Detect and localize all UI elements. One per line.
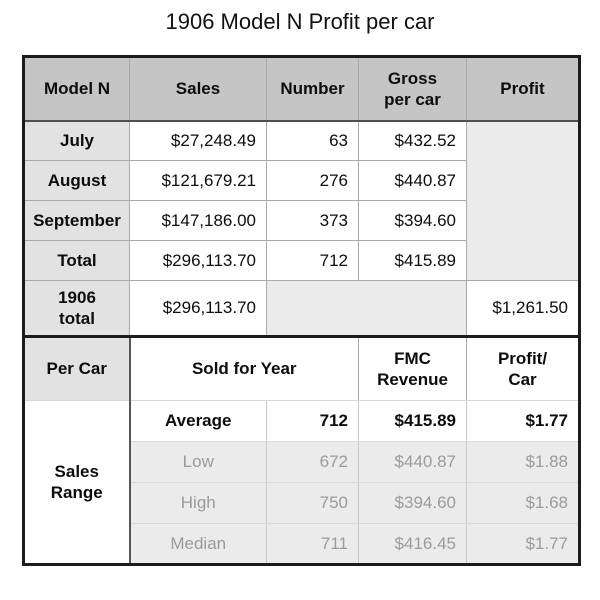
cell-september-sales: $147,186.00 (129, 200, 267, 241)
row-average: Sales Range Average 712 $415.89 $1.77 (23, 400, 580, 565)
row-label-1906-total: 1906 total (23, 280, 130, 338)
row-total: Total $296,113.70 712 $415.89 (23, 240, 580, 281)
row-label-august: August (23, 160, 130, 201)
col-header-profit-car: Profit/ Car (466, 335, 580, 401)
cell-low-fmc: $440.87 (358, 441, 467, 483)
col-header-sold-for-year: Sold for Year (129, 335, 359, 401)
page-title: 1906 Model N Profit per car (165, 9, 435, 34)
row-median: Median 711 $416.45 $1.77 (24, 523, 580, 565)
cell-high-sold: 750 (266, 482, 359, 524)
cell-average-profit: $1.77 (466, 400, 580, 442)
profit-table: Model N Sales Number Gross per car Profi… (22, 55, 581, 566)
row-label-average: Average (129, 400, 267, 442)
cell-average-sold: 712 (266, 400, 359, 442)
col-header-model-n: Model N (23, 56, 130, 122)
row-august: August $121,679.21 276 $440.87 (23, 160, 580, 201)
cell-total-number: 712 (266, 240, 359, 281)
col-header-fmc-revenue: FMC Revenue (358, 335, 467, 401)
cell-july-number: 63 (266, 120, 359, 161)
cell-median-fmc: $416.45 (358, 523, 467, 565)
row-september: September $147,186.00 373 $394.60 (23, 200, 580, 241)
cell-august-gross: $440.87 (358, 160, 467, 201)
row-high: High 750 $394.60 $1.68 (24, 482, 580, 524)
row-july: July $27,248.49 63 $432.52 (23, 120, 580, 281)
row-label-september: September (23, 200, 130, 241)
cell-july-gross: $432.52 (358, 120, 467, 161)
cell-high-fmc: $394.60 (358, 482, 467, 524)
monthly-header-row: Model N Sales Number Gross per car Profi… (23, 56, 580, 122)
per-car-header-row: Per Car Sold for Year FMC Revenue Profit… (23, 335, 580, 401)
col-header-number: Number (266, 56, 359, 122)
cell-sales-range-label: Sales Range (23, 400, 131, 565)
row-label-total: Total (23, 240, 130, 281)
cell-july-sales: $27,248.49 (129, 120, 267, 161)
cell-high-profit: $1.68 (466, 482, 580, 524)
col-header-per-car: Per Car (23, 335, 131, 401)
row-label-median: Median (129, 523, 267, 565)
cell-average-fmc: $415.89 (358, 400, 467, 442)
cell-1906-total-empty (266, 280, 467, 338)
cell-september-number: 373 (266, 200, 359, 241)
cell-august-sales: $121,679.21 (129, 160, 267, 201)
cell-low-profit: $1.88 (466, 441, 580, 483)
col-header-gross-per-car: Gross per car (358, 56, 467, 122)
row-label-low: Low (129, 441, 267, 483)
row-label-high: High (129, 482, 267, 524)
row-1906-total: 1906 total $296,113.70 $1,261.50 (23, 280, 580, 338)
col-header-sales: Sales (129, 56, 267, 122)
row-low: Low 672 $440.87 $1.88 (24, 441, 580, 483)
cell-august-number: 276 (266, 160, 359, 201)
cell-median-sold: 711 (266, 523, 359, 565)
cell-total-sales: $296,113.70 (129, 240, 267, 281)
cell-median-profit: $1.77 (466, 523, 580, 565)
cell-september-gross: $394.60 (358, 200, 467, 241)
cell-total-gross: $415.89 (358, 240, 467, 281)
cell-monthly-profit-empty (466, 120, 580, 281)
col-header-profit: Profit (466, 56, 580, 122)
cell-1906-total-sales: $296,113.70 (129, 280, 267, 338)
cell-low-sold: 672 (266, 441, 359, 483)
cell-1906-total-profit: $1,261.50 (466, 280, 580, 338)
row-label-july: July (23, 120, 130, 161)
